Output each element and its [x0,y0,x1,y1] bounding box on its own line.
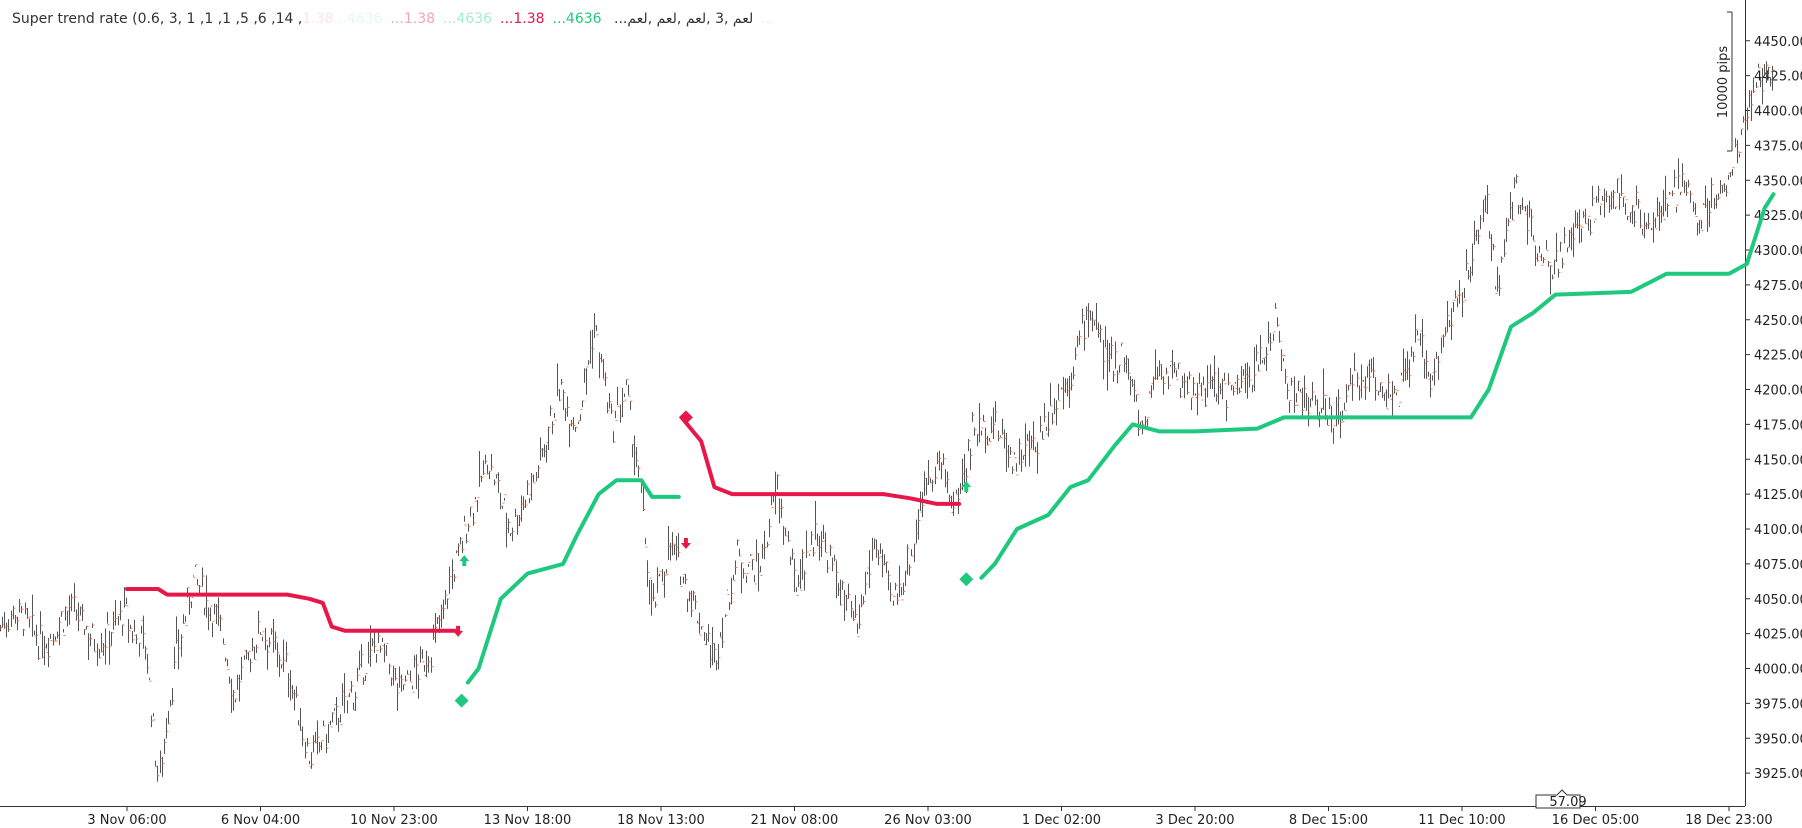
y-tick-label-19: 3975.00 [1754,697,1802,712]
price-marker-label: 57.09 [1549,795,1586,810]
x-tick-label-2: 10 Nov 23:00 [350,813,438,828]
y-tick-label-4: 4350.00 [1754,174,1802,189]
indicator-name: Super trend rate (0.6, 3, 1 ,1 ,1 ,5 ,6 … [12,11,754,27]
y-tick-label-2: 4400.00 [1754,105,1802,120]
y-tick-label-7: 4275.00 [1754,279,1802,294]
y-tick-label-11: 4175.00 [1754,418,1802,433]
x-tick-label-8: 3 Dec 20:00 [1155,813,1234,828]
y-tick-label-21: 3925.00 [1754,767,1802,782]
y-tick-label-16: 4050.00 [1754,593,1802,608]
y-tick-label-13: 4125.00 [1754,488,1802,503]
supertrend-line-3 [979,192,1776,580]
indicator-value-0: 4636... [552,11,602,27]
y-tick-label-5: 4325.00 [1754,209,1802,224]
signal-arrow-up-6 [961,481,972,493]
indicator-value-4: 4636... [333,11,383,27]
x-tick-label-10: 11 Dec 10:00 [1418,813,1505,828]
x-tick-label-9: 8 Dec 15:00 [1289,813,1368,828]
y-tick-label-18: 4000.00 [1754,663,1802,678]
y-tick-label-10: 4200.00 [1754,384,1802,399]
x-tick-label-6: 26 Nov 03:00 [884,813,972,828]
y-tick-label-17: 4025.00 [1754,628,1802,643]
y-tick-label-12: 4150.00 [1754,453,1802,468]
x-tick-label-1: 6 Nov 04:00 [221,813,300,828]
y-tick-label-9: 4225.00 [1754,349,1802,364]
y-tick-label-15: 4075.00 [1754,558,1802,573]
y-tick-label-1: 4425.00 [1754,70,1802,85]
signal-diamond-0 [454,693,469,708]
x-tick-label-0: 3 Nov 06:00 [87,813,166,828]
supertrend-line-2 [679,415,962,506]
supertrend-line-0 [125,587,457,633]
x-tick-label-7: 1 Dec 02:00 [1022,813,1101,828]
signal-arrow-up-1 [459,555,470,567]
pips-ruler-label: 10000 pips [1716,46,1731,119]
signal-diamond-3 [678,410,693,425]
y-tick-label-8: 4250.00 [1754,314,1802,329]
y-tick-label-6: 4300.00 [1754,244,1802,259]
indicator-legend: Super trend rate (0.6, 3, 1 ,1 ,1 ,5 ,6 … [12,11,791,27]
indicator-values: 4636...1.38...4636...1.38...4636...1.38.… [302,11,782,27]
y-tick-label-14: 4100.00 [1754,523,1802,538]
indicator-value-3: 1.38... [390,11,436,27]
indicator-value-1: 1.38... [500,11,545,27]
supertrend-line-1 [465,478,681,685]
y-tick-label-20: 3950.00 [1754,732,1802,747]
x-tick-label-3: 13 Nov 18:00 [484,813,572,828]
indicator-value-5: 1.38... [302,11,775,27]
x-tick-label-11: 16 Dec 05:00 [1552,813,1639,828]
signal-diamond-5 [959,572,974,587]
price-marker-box [1535,789,1581,809]
signal-arrow-down-4 [680,537,691,549]
y-tick-label-0: 4450.00 [1754,35,1802,50]
x-tick-label-4: 18 Nov 13:00 [617,813,705,828]
y-tick-label-3: 4375.00 [1754,139,1802,154]
x-tick-label-5: 21 Nov 08:00 [751,813,839,828]
indicator-value-2: 4636... [443,11,493,27]
signal-arrow-down-2 [453,625,464,637]
x-tick-label-12: 18 Dec 23:00 [1685,813,1772,828]
